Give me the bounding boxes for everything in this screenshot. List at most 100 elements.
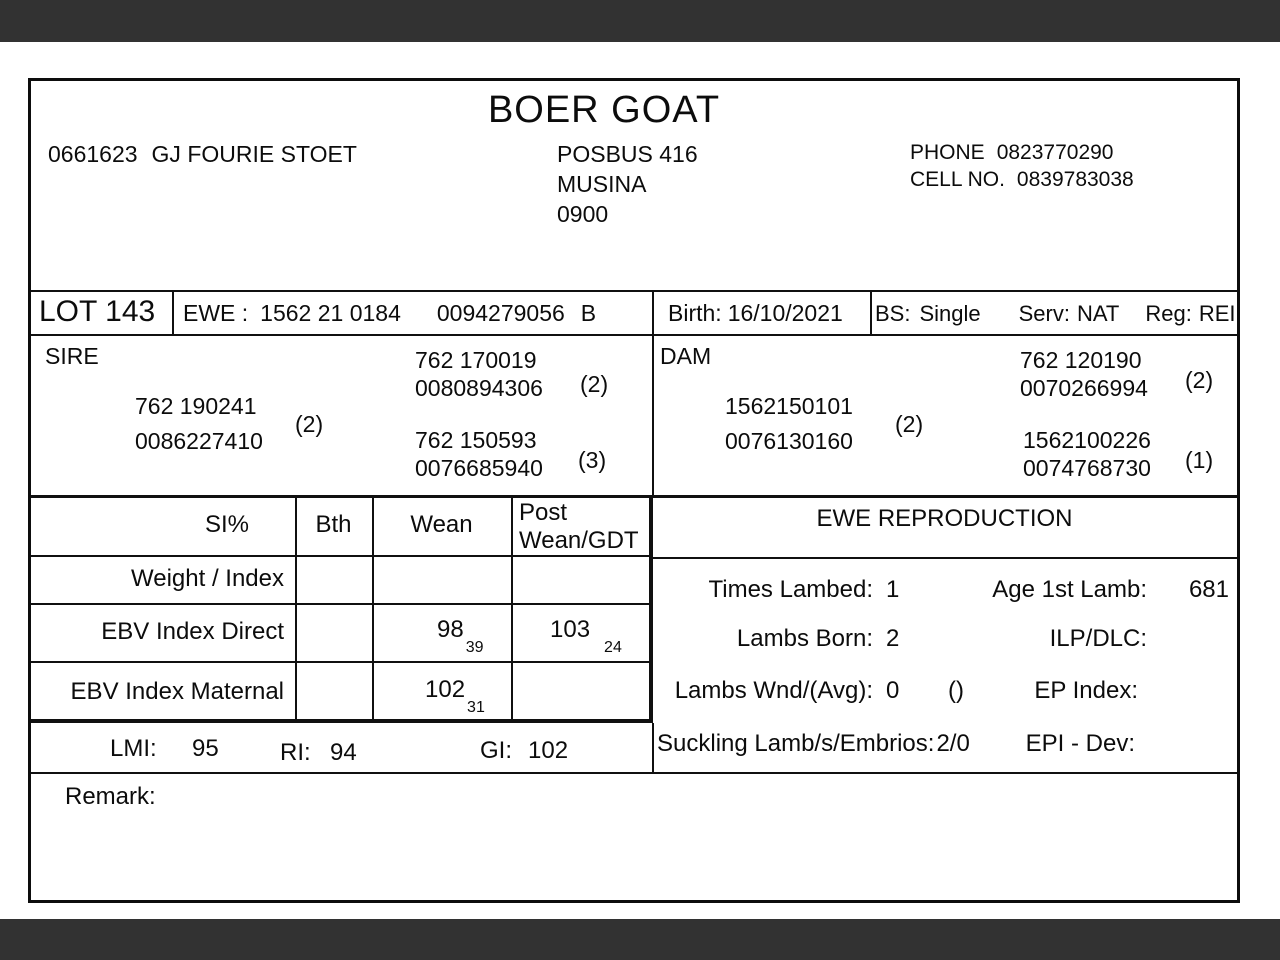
lambs-weaned-value: 0 [886,677,900,704]
ebv-maternal-wean-accuracy: 31 [467,698,485,716]
ri-label: RI: [280,739,311,766]
table-line [31,555,649,557]
bs-label: BS: [875,301,911,326]
goat-pedigree-card: BOER GOAT 0661623 GJ FOURIE STOET POSBUS… [28,78,1240,903]
phone-number: 0823770290 [996,141,1114,164]
table-line [31,661,649,663]
col-header-bth: Bth [315,511,352,538]
reg-value: REI [1198,301,1236,326]
divider-line [31,495,1237,498]
animal-reg-number: 0094279056 [436,300,565,326]
birth-cell: Birth: 16/10/2021 [668,300,843,327]
address-block: POSBUS 416 MUSINA 0900 [557,139,698,229]
divider-line [652,290,654,336]
dam-gdam-id2: 0074768730 [1023,455,1151,481]
sire-gdam-count: (3) [578,447,607,473]
suckling-line: Suckling Lamb/s/Embrios: 2/0 [657,730,970,758]
status-cell: BS: Single Serv: NAT Reg: REI [875,301,1236,327]
serv-value: NAT [1076,301,1120,326]
ep-index-label: EP Index: [1034,677,1138,704]
lambs-weaned-label: Lambs Wnd/(Avg): [674,677,873,704]
divider-line [31,334,1237,336]
phone-line: PHONE 0823770290 [910,139,1134,166]
sire-count: (2) [295,411,324,437]
divider-line [652,723,654,772]
bottom-frame-bar [0,919,1280,960]
gi-value: 102 [528,737,569,764]
lambs-born-value: 2 [886,625,900,652]
dam-id1: 1562150101 [725,393,853,419]
address-line: 0900 [557,201,609,227]
sire-label: SIRE [45,343,99,369]
table-line [295,498,297,719]
table-line [31,603,649,605]
reg-label: Reg: [1145,301,1192,326]
suckling-value: 2/0 [936,730,970,757]
lambs-weaned-avg: () [948,677,964,704]
divider-line [172,290,174,336]
row-label-ebv-maternal: EBV Index Maternal [70,678,284,705]
sire-gdam-ids: 762 150593 0076685940 [415,426,543,482]
lot-number: LOT 143 [39,295,156,328]
sire-id1: 762 190241 [135,393,257,419]
sire-gsire-ids: 762 170019 0080894306 [415,346,543,402]
lmi-label: LMI: [110,735,157,762]
address-line: MUSINA [557,171,647,197]
ebv-direct-wean-value: 9839 [437,616,484,656]
table-border [649,495,653,722]
lambs-born-label: Lambs Born: [736,625,873,652]
col-header-si: SI% [205,511,250,538]
dam-gdam-count: (1) [1185,447,1214,473]
divider-line [31,290,1237,292]
age-first-lamb-label: Age 1st Lamb: [992,576,1147,603]
breeder-line: 0661623 GJ FOURIE STOET [48,141,357,168]
dam-gsire-ids: 762 120190 0070266994 [1020,346,1148,402]
breeder-number: 0661623 [48,141,138,167]
birth-date: 16/10/2021 [727,300,843,326]
sire-gdam-id1: 762 150593 [415,427,537,453]
animal-id-line: EWE : 1562 21 0184 0094279056 B [183,300,596,327]
address-line: POSBUS 416 [557,141,698,167]
dam-count: (2) [895,411,924,437]
page-title: BOER GOAT [487,89,721,131]
col-header-postwean: Post Wean/GDT [519,499,639,554]
cell-number: 0839783038 [1016,168,1134,191]
row-label-weight-index: Weight / Index [131,565,284,592]
sire-id2: 0086227410 [135,428,263,454]
ebv-direct-post-value: 10324 [550,616,622,656]
animal-suffix: B [580,300,597,326]
birth-label: Birth: [668,300,722,326]
remark-label: Remark: [65,783,156,810]
dam-label: DAM [660,343,712,369]
dam-gdam-id1: 1562100226 [1023,427,1151,453]
top-frame-bar [0,0,1280,42]
dam-gsire-id2: 0070266994 [1020,375,1148,401]
divider-line [31,772,1237,774]
row-label-ebv-direct: EBV Index Direct [101,618,284,645]
ebv-maternal-wean-value: 10231 [425,676,485,716]
times-lambed-value: 1 [886,576,900,603]
lmi-value: 95 [192,735,219,762]
bs-value: Single [919,301,981,326]
ebv-direct-wean-accuracy: 39 [465,638,484,656]
dam-gsire-count: (2) [1185,367,1214,393]
contact-block: PHONE 0823770290 CELL NO. 0839783038 [910,139,1134,193]
gi-label: GI: [480,737,513,764]
serv-label: Serv: [1018,301,1070,326]
ilp-dlc-label: ILP/DLC: [1049,625,1147,652]
divider-line [652,336,654,495]
animal-id: 1562 21 0184 [260,300,401,326]
divider-line [870,290,872,336]
dam-ids: 1562150101 0076130160 [725,389,853,459]
animal-type: EWE : [183,300,249,326]
sire-ids: 762 190241 0086227410 [135,389,263,459]
ri-value: 94 [330,739,357,766]
dam-gdam-ids: 1562100226 0074768730 [1023,426,1151,482]
ebv-direct-post-accuracy: 24 [604,638,622,656]
cell-line: CELL NO. 0839783038 [910,166,1134,193]
times-lambed-label: Times Lambed: [708,576,873,603]
table-line [511,498,513,719]
table-line [372,498,374,719]
breeder-name: GJ FOURIE STOET [151,141,357,167]
sire-gsire-id2: 0080894306 [415,375,543,401]
